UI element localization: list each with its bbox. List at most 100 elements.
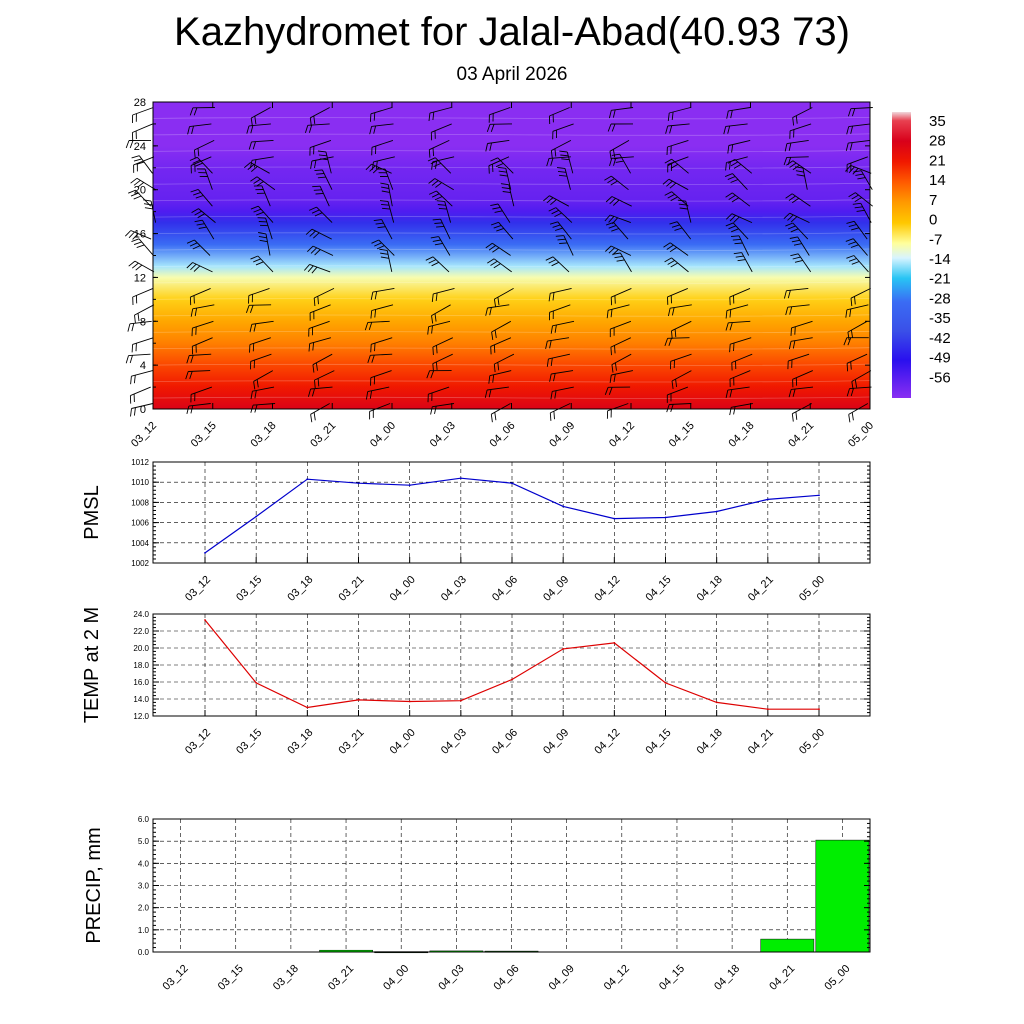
y-tick-label: 1006 [131, 519, 149, 528]
x-tick-label: 04_09 [547, 963, 577, 993]
wind-barb-feather [131, 238, 140, 243]
wind-barb-feather [131, 344, 134, 353]
wind-barb-feather [790, 253, 799, 257]
wind-barb-feather [137, 313, 140, 322]
data-point [255, 682, 258, 684]
wind-barb-feather [610, 180, 618, 186]
wind-barb-feather [724, 173, 733, 178]
wind-barb-feather [313, 189, 322, 191]
wind-barb-feather [674, 329, 677, 338]
y-tick-label: 0 [140, 404, 146, 416]
wind-barb-feather [190, 308, 194, 317]
wind-barb-feather [314, 160, 317, 169]
wind-barb-feather [249, 305, 254, 313]
wind-barb-feather [663, 242, 671, 248]
wind-barb-feather [253, 178, 261, 184]
wind-barb-feather [127, 323, 131, 332]
wind-barb-feather [198, 226, 207, 229]
x-tick-label: 03_21 [326, 963, 356, 993]
x-tick-label: 04_21 [767, 963, 797, 993]
wind-barb-feather [855, 173, 864, 176]
wind-barb-feather [793, 243, 802, 246]
data-point [613, 642, 616, 644]
wind-barb-feather [191, 208, 199, 213]
wind-barb-feather [850, 388, 854, 397]
wind-barb-feather [674, 227, 683, 231]
wind-barb-feather [788, 389, 792, 398]
wind-barb-feather [678, 203, 687, 206]
wind-barb-feather [380, 182, 389, 185]
y-tick-label: 1012 [131, 458, 149, 467]
colorbar-label: 7 [929, 192, 937, 209]
y-tick-label: 16 [134, 229, 146, 241]
data-point [715, 510, 718, 513]
x-tick-label: 04_06 [490, 574, 520, 604]
wind-barb-feather [185, 371, 189, 380]
wind-barb-feather [314, 212, 323, 217]
wind-barb-feather [189, 242, 198, 247]
wind-barb-feather [365, 163, 372, 171]
x-tick-label: 04_03 [428, 420, 458, 450]
wind-barb-feather [725, 322, 729, 331]
wind-barb-feather [253, 381, 256, 390]
colorbar-bar [892, 112, 911, 398]
contour-line [152, 248, 871, 251]
contour-line [152, 133, 871, 136]
wind-barb-staff [132, 287, 154, 298]
y-tick-label: 1004 [131, 539, 149, 548]
wind-barb-feather [789, 162, 797, 168]
x-tick-label: 04_06 [488, 420, 518, 450]
wind-barb-feather [313, 412, 316, 421]
wind-barb-feather [256, 379, 259, 388]
wind-barb-feather [729, 389, 733, 398]
wind-barb-feather [488, 389, 492, 398]
wind-barb-feather [258, 235, 267, 239]
wind-barb-feather [605, 196, 613, 203]
wind-barb-feather [662, 178, 670, 185]
wind-barb-feather [496, 227, 504, 232]
x-tick-label: 04_12 [592, 574, 622, 604]
wind-barb-feather [498, 170, 507, 173]
wind-barb-feather [245, 305, 250, 314]
grid-lines [153, 461, 870, 564]
temperature-field [153, 102, 870, 409]
wind-barb-feather [250, 118, 253, 127]
wind-barb-feather [787, 157, 792, 166]
wind-barb-feather [372, 167, 380, 174]
wind-barb-feather [193, 265, 201, 272]
wind-barb-feather [311, 388, 315, 397]
wind-barb-feather [495, 162, 504, 168]
wind-barb-feather [195, 195, 204, 199]
wind-barb-feather [611, 364, 614, 373]
wind-barb-feather [725, 192, 733, 198]
wind-barb-feather [193, 149, 196, 159]
wind-barb-feather [549, 373, 552, 382]
precip-bar [760, 938, 815, 953]
wind-barb-feather [852, 168, 859, 175]
contour-line [152, 166, 871, 169]
wind-barb-feather [253, 323, 257, 332]
wind-barb-feather [670, 404, 674, 413]
wind-barb-feather [374, 309, 377, 318]
x-tick-label: 05_00 [797, 574, 827, 604]
x-tick-label: 04_21 [746, 574, 776, 604]
colorbar-label: -21 [929, 271, 951, 288]
wind-barb-feather [367, 355, 371, 364]
wind-barb-feather [487, 258, 495, 264]
wind-barb-feather [494, 210, 503, 213]
data-point [204, 619, 206, 621]
wind-barb-feather [492, 206, 501, 210]
wind-barb-feather [196, 223, 205, 226]
wind-barb-feather [795, 411, 798, 420]
wind-barb-feather [794, 326, 796, 335]
wind-barb-feather [668, 338, 672, 346]
wind-barb-feather [785, 193, 793, 199]
wind-barb-feather [847, 108, 852, 117]
wind-barb-feather [664, 158, 672, 164]
cross-section-panel: 0 4 8 12 16 20 24 28 03_12 03_15 03_18 03_21 04_00 04… [124, 97, 876, 450]
wind-barb-feather [373, 112, 376, 121]
wind-barb-feather [128, 189, 136, 194]
wind-barb-feather [543, 195, 550, 202]
contour-line [152, 281, 871, 284]
wind-barb-feather [193, 191, 201, 196]
